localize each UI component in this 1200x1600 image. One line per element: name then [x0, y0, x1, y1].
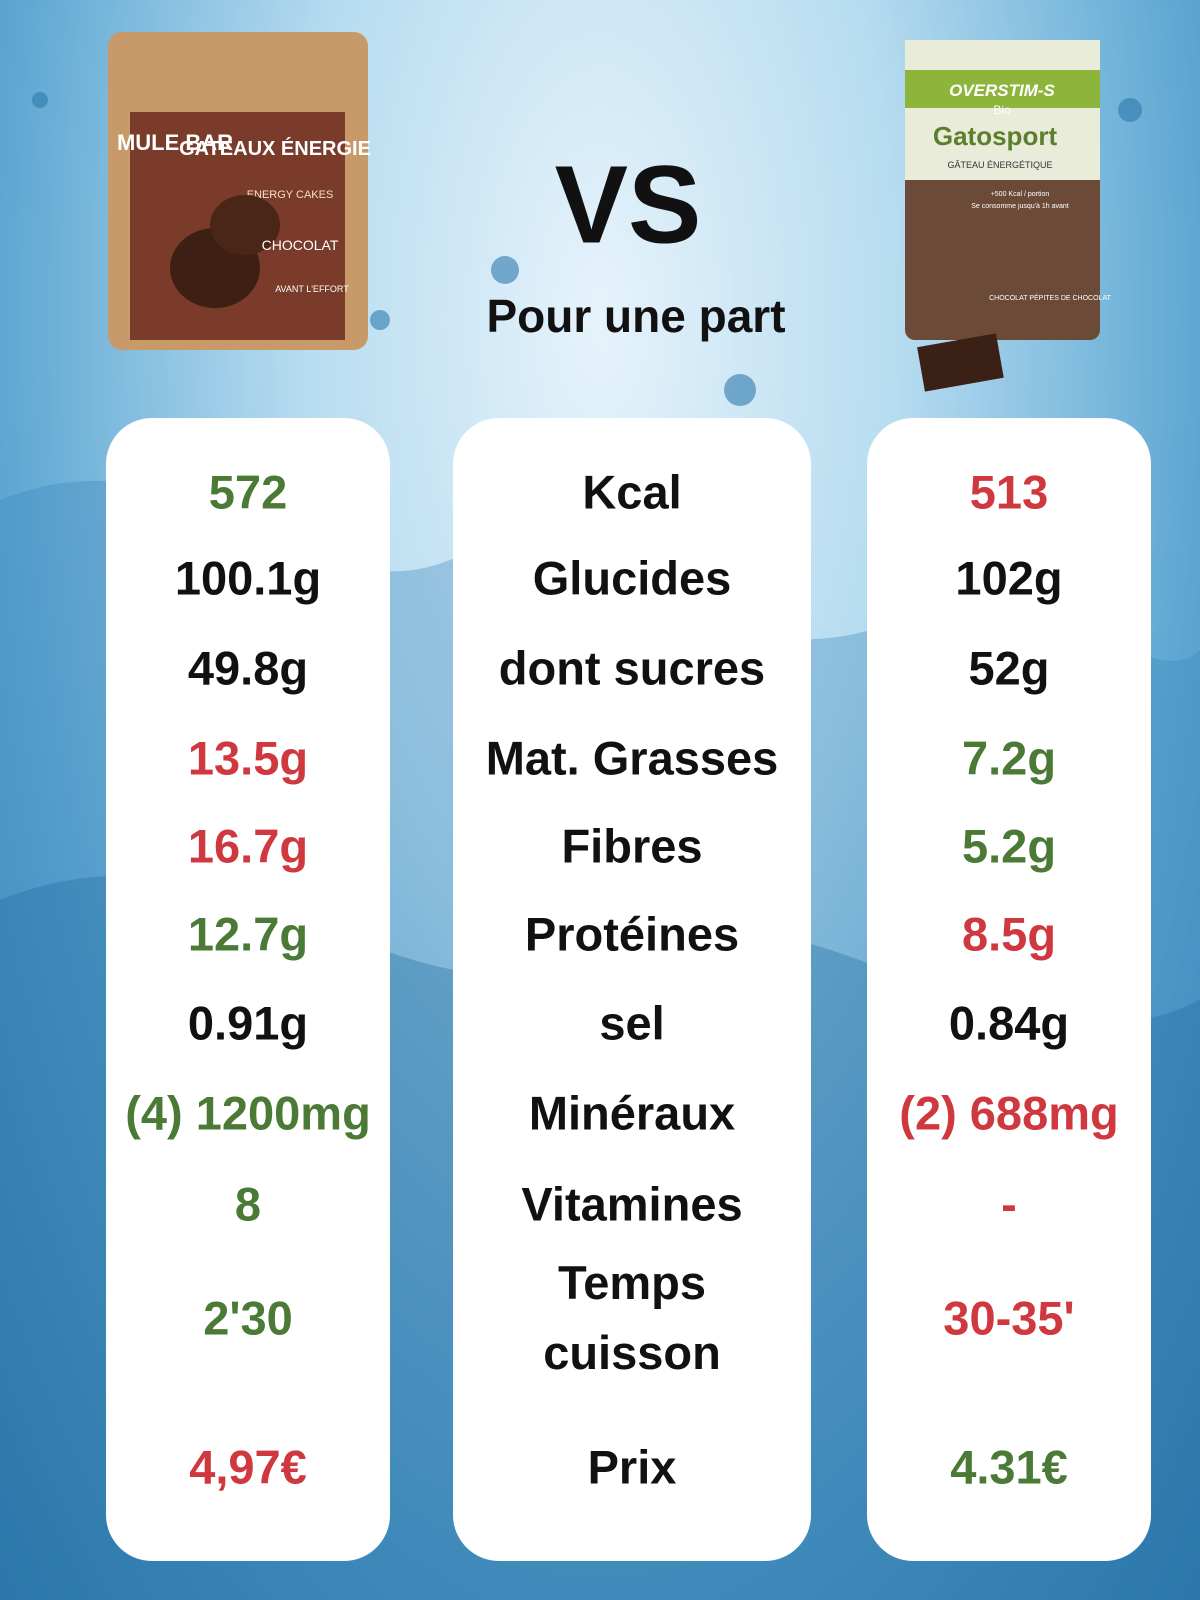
right-value: 8.5g — [961, 907, 1057, 961]
left-value: 16.7g — [187, 819, 309, 873]
right-value: 0.84g — [948, 996, 1070, 1050]
left-panel — [106, 418, 390, 1561]
flavor: CHOCOLAT PÉPITES DE CHOCOLAT — [989, 293, 1111, 302]
right-value: (2) 688mg — [899, 1086, 1119, 1140]
row-label: Temps cuisson — [543, 1256, 721, 1379]
left-value: 12.7g — [187, 907, 309, 961]
row-label: Kcal — [582, 465, 682, 519]
row-label: Glucides — [532, 551, 732, 605]
row-label: Mat. Grasses — [485, 731, 779, 785]
left-value: 8 — [234, 1177, 262, 1231]
right-value: 52g — [968, 641, 1050, 695]
left-value: 49.8g — [187, 641, 309, 695]
sub: GÂTEAU ÉNERGÉTIQUE — [947, 160, 1052, 170]
left-value: 4,97€ — [189, 1440, 307, 1494]
claim-2: Se consomme jusqu'à 1h avant — [971, 203, 1069, 210]
left-value: 0.91g — [187, 996, 309, 1050]
right-value: 513 — [969, 465, 1049, 519]
right-value: 102g — [955, 551, 1063, 605]
subtitle: Pour une part — [486, 290, 786, 342]
brand: OVERSTIM-S — [949, 81, 1055, 100]
claim-1: +500 Kcal / portion — [991, 191, 1050, 198]
row-label: dont sucres — [498, 641, 766, 695]
left-value: 2'30 — [203, 1291, 293, 1345]
right-value: 7.2g — [961, 731, 1057, 785]
bio: Bio — [993, 103, 1011, 117]
right-value: 30-35' — [943, 1291, 1075, 1345]
left-value: 572 — [208, 465, 288, 519]
left-package: MULE BAR GATEAUX ÉNERGIE ENERGY CAKES CH… — [108, 32, 371, 350]
left-value: (4) 1200mg — [125, 1086, 371, 1140]
sub: ENERGY CAKES — [247, 189, 334, 201]
right-value: 4.31€ — [950, 1440, 1068, 1494]
left-value: 100.1g — [174, 551, 322, 605]
row-label: Prix — [587, 1440, 677, 1494]
row-label: Protéines — [524, 907, 740, 961]
row-label: Vitamines — [521, 1177, 743, 1231]
vs: VS — [554, 143, 702, 267]
name: Gatosport — [933, 121, 1058, 151]
right-package: OVERSTIM-S Bio Gatosport GÂTEAU ÉNERGÉTI… — [905, 40, 1112, 392]
products: MULE BAR GATEAUX ÉNERGIE ENERGY CAKES CH… — [108, 32, 1112, 392]
brand: MULE BAR — [117, 130, 233, 155]
middle-panel — [453, 418, 811, 1561]
flavor: CHOCOLAT — [262, 237, 339, 253]
left-value: 13.5g — [187, 731, 309, 785]
right-panel — [867, 418, 1151, 1561]
row-label: Minéraux — [528, 1086, 736, 1140]
right-value: - — [1001, 1177, 1017, 1231]
tag: AVANT L'EFFORT — [275, 284, 349, 294]
right-value: 5.2g — [961, 819, 1057, 873]
row-label: sel — [599, 996, 665, 1050]
name: GATEAUX ÉNERGIE — [179, 137, 371, 160]
row-label: Fibres — [561, 819, 703, 873]
